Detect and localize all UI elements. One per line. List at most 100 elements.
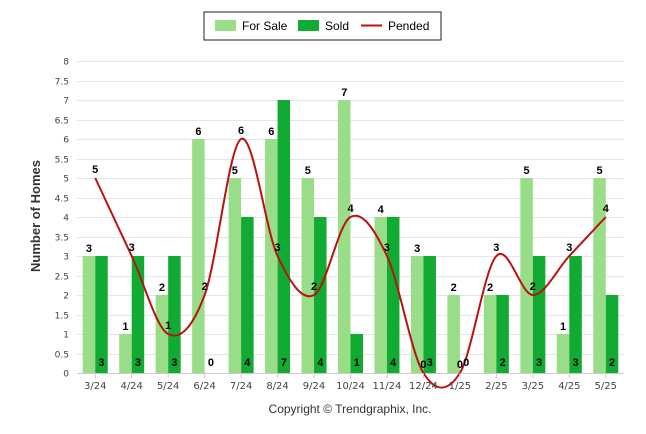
data-label-for-sale: 2 xyxy=(159,282,165,294)
x-tick-label: 4/25 xyxy=(558,381,580,392)
data-label-sold: 3 xyxy=(171,357,177,369)
bar-sold xyxy=(605,295,619,373)
legend-label-sold: Sold xyxy=(325,19,349,33)
bar-sold xyxy=(168,256,181,373)
bar-sold xyxy=(569,256,582,373)
y-tick-label: 0 xyxy=(63,370,69,380)
bar-sold xyxy=(350,334,363,373)
y-tick-label: 4.5 xyxy=(55,195,69,205)
x-tick-label: 8/24 xyxy=(266,381,288,392)
bar-for-sale xyxy=(119,334,132,373)
y-tick-label: 3 xyxy=(63,253,69,263)
bar-for-sale xyxy=(228,178,242,373)
y-tick-label: 1.5 xyxy=(55,312,69,322)
bar-for-sale xyxy=(265,139,278,373)
y-tick-label: 6.5 xyxy=(55,117,69,127)
data-label-pended: 5 xyxy=(92,164,98,176)
bar-for-sale xyxy=(556,334,570,373)
copyright-credit: Copyright © Trendgraphix, Inc. xyxy=(269,402,432,416)
bar-sold xyxy=(131,256,145,373)
data-label-for-sale: 1 xyxy=(122,321,128,333)
bar-sold xyxy=(386,217,400,373)
x-tick-label: 12/24 xyxy=(409,381,438,392)
bar-for-sale xyxy=(338,100,351,373)
data-label-for-sale: 4 xyxy=(378,204,385,216)
bars xyxy=(82,100,619,373)
x-tick-label: 4/24 xyxy=(120,381,142,392)
data-label-sold: 7 xyxy=(281,357,287,369)
data-label-sold: 3 xyxy=(98,357,104,369)
y-tick-label: 8 xyxy=(63,58,69,68)
data-label-pended: 4 xyxy=(347,203,354,215)
bar-for-sale xyxy=(374,217,387,373)
data-label-for-sale: 6 xyxy=(268,126,274,138)
y-tick-label: 3.5 xyxy=(55,234,69,244)
bar-for-sale xyxy=(447,295,460,373)
data-label-pended: 3 xyxy=(384,242,390,254)
data-label-sold: 4 xyxy=(390,357,397,369)
data-label-for-sale: 5 xyxy=(596,165,602,177)
bar-for-sale xyxy=(155,295,169,373)
y-tick-label: 2.5 xyxy=(55,273,69,283)
data-label-for-sale: 5 xyxy=(305,165,311,177)
y-tick-label: 0.5 xyxy=(55,351,69,361)
data-label-for-sale: 5 xyxy=(524,165,530,177)
bar-for-sale xyxy=(192,139,205,373)
data-label-pended: 0 xyxy=(420,359,426,371)
data-label-for-sale: 7 xyxy=(341,87,347,99)
data-label-sold: 3 xyxy=(427,357,433,369)
y-tick-label: 5 xyxy=(63,175,69,185)
pended-series-line xyxy=(94,137,607,389)
bar-for-sale xyxy=(520,178,533,373)
bar-for-sale xyxy=(410,256,424,373)
data-label-for-sale: 2 xyxy=(487,282,493,294)
y-axis-title: Number of Homes xyxy=(28,160,43,272)
bar-sold xyxy=(532,256,546,373)
y-tick-label: 4 xyxy=(63,214,69,224)
data-label-pended: 2 xyxy=(311,281,317,293)
legend-swatch-for-sale xyxy=(215,20,236,31)
x-tick-label: 3/24 xyxy=(84,381,106,392)
data-label-pended: 3 xyxy=(275,242,281,254)
data-label-for-sale: 3 xyxy=(86,243,92,255)
data-label-sold: 1 xyxy=(354,357,360,369)
data-label-pended: 3 xyxy=(129,242,135,254)
y-tick-label: 6 xyxy=(63,136,69,146)
legend-box xyxy=(203,11,442,41)
x-tick-label: 11/24 xyxy=(373,381,402,392)
data-label-sold: 0 xyxy=(463,357,469,369)
x-tick-label: 10/24 xyxy=(336,381,365,392)
legend: For Sale Sold Pended xyxy=(203,11,442,41)
legend-label-pended: Pended xyxy=(388,19,429,33)
bar-sold xyxy=(423,256,436,373)
y-tick-label: 2 xyxy=(63,292,69,302)
bar-sold xyxy=(241,217,254,373)
data-label-pended: 4 xyxy=(603,203,610,215)
bar-for-sale xyxy=(82,256,96,373)
data-label-sold: 4 xyxy=(317,357,324,369)
data-label-pended: 3 xyxy=(566,242,572,254)
data-label-pended: 1 xyxy=(165,320,171,332)
data-label-sold: 2 xyxy=(609,357,615,369)
bar-sold xyxy=(314,217,327,373)
x-tick-label: 2/25 xyxy=(485,381,507,392)
data-labels: 3313236054675471443320225313525312632430… xyxy=(86,87,615,371)
x-tick-label: 6/24 xyxy=(193,381,215,392)
y-tick-label: 1 xyxy=(63,331,69,341)
y-tick-label: 5.5 xyxy=(55,156,69,166)
y-tick-label: 7 xyxy=(63,97,69,107)
data-label-sold: 3 xyxy=(572,357,578,369)
data-label-for-sale: 3 xyxy=(414,243,420,255)
pended-line xyxy=(94,137,607,389)
x-tick-label: 5/25 xyxy=(595,381,617,392)
y-tick-label: 7.5 xyxy=(55,78,69,88)
data-label-sold: 4 xyxy=(244,357,251,369)
data-label-sold: 0 xyxy=(208,357,214,369)
legend-swatch-sold xyxy=(298,20,319,31)
bar-sold xyxy=(95,256,108,373)
bar-sold xyxy=(496,295,509,373)
x-tick-label: 9/24 xyxy=(303,381,325,392)
data-label-sold: 3 xyxy=(536,357,542,369)
data-label-sold: 3 xyxy=(135,357,141,369)
